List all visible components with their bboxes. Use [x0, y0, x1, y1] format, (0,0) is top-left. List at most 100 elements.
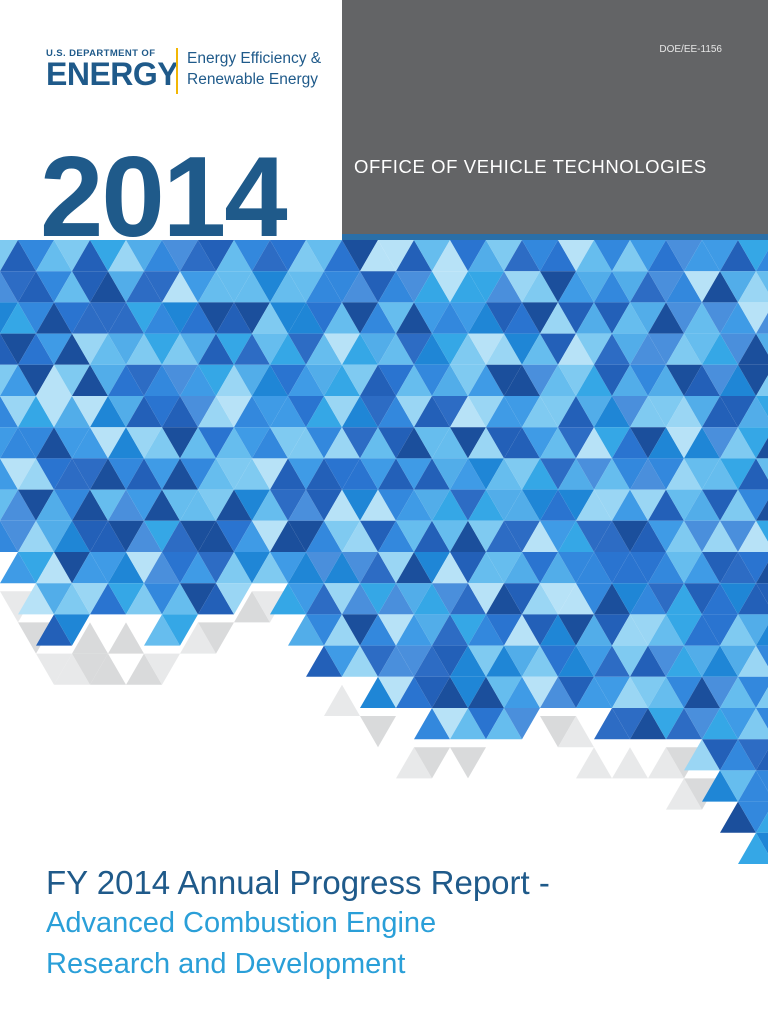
mosaic-triangle [756, 583, 768, 604]
mosaic-triangle [702, 645, 738, 677]
mosaic-triangle [90, 653, 126, 685]
mosaic-triangle [450, 489, 486, 521]
mosaic-triangle [756, 832, 768, 854]
mosaic-triangle [756, 811, 768, 833]
mosaic-triangle [0, 364, 36, 396]
mosaic-triangle [738, 614, 768, 646]
mosaic-triangle [504, 552, 540, 584]
mosaic-triangle [576, 489, 612, 521]
mosaic-triangle [324, 552, 360, 584]
mosaic-triangle [90, 302, 126, 334]
mosaic-triangle [288, 240, 324, 272]
mosaic-triangle [288, 458, 324, 490]
mosaic-triangle [0, 458, 36, 490]
mosaic-triangle [486, 708, 522, 740]
mosaic-triangle [360, 271, 396, 303]
logo-divider [176, 48, 178, 94]
mosaic-triangle [684, 676, 720, 708]
mosaic-triangle [216, 552, 252, 584]
mosaic-triangle [0, 271, 36, 303]
mosaic-triangle [738, 583, 768, 615]
mosaic-triangle [468, 240, 504, 272]
mosaic-triangle [144, 489, 180, 521]
mosaic-triangle [18, 520, 54, 552]
mosaic-triangle [684, 645, 720, 677]
mosaic-triangle [522, 489, 558, 521]
mosaic-triangle [288, 520, 324, 552]
mosaic-triangle [306, 458, 342, 490]
mosaic-triangle [126, 583, 162, 615]
mosaic-triangle [234, 333, 270, 365]
mosaic-triangle [396, 458, 432, 490]
mosaic-triangle [522, 458, 558, 490]
mosaic-triangle [36, 240, 72, 272]
mosaic-triangle [252, 520, 288, 552]
mosaic-triangle [288, 333, 324, 365]
mosaic-triangle [576, 552, 612, 584]
mosaic-triangle [306, 552, 342, 584]
mosaic-triangle [324, 645, 360, 677]
mosaic-triangle [342, 489, 378, 521]
mosaic-triangle [666, 396, 702, 428]
mosaic-triangle [540, 676, 576, 708]
mosaic-triangle [648, 708, 684, 740]
mosaic-triangle [684, 240, 720, 272]
mosaic-triangle [576, 427, 612, 459]
mosaic-triangle [540, 271, 576, 303]
report-subtitle-line-2: Research and Development [46, 948, 406, 980]
mosaic-triangle [90, 552, 126, 584]
mosaic-triangle [648, 552, 684, 584]
mosaic-triangle [450, 333, 486, 365]
mosaic-triangle [630, 271, 666, 303]
mosaic-triangle [666, 552, 702, 584]
mosaic-triangle [180, 622, 216, 654]
mosaic-triangle [396, 676, 432, 708]
mosaic-triangle [558, 458, 594, 490]
triangle-mosaic-graphic [0, 240, 768, 864]
mosaic-triangle [72, 364, 108, 396]
mosaic-triangle [504, 427, 540, 459]
mosaic-triangle [576, 583, 612, 615]
mosaic-triangle [522, 614, 558, 646]
mosaic-triangle [540, 364, 576, 396]
mosaic-triangle [468, 552, 504, 584]
mosaic-triangle [648, 240, 684, 272]
mosaic-triangle [108, 458, 144, 490]
mosaic-triangle [414, 747, 450, 779]
mosaic-triangle [612, 240, 648, 272]
mosaic-triangle [378, 364, 414, 396]
mosaic-triangle [432, 614, 468, 646]
mosaic-triangle [234, 520, 270, 552]
mosaic-triangle [306, 240, 342, 272]
mosaic-triangle [90, 364, 126, 396]
mosaic-triangle [342, 552, 378, 584]
mosaic-triangle [288, 489, 324, 521]
header-stripe [342, 234, 768, 240]
mosaic-triangle [0, 333, 36, 365]
mosaic-triangle [18, 396, 54, 428]
mosaic-triangle [360, 364, 396, 396]
mosaic-triangle [432, 708, 468, 740]
mosaic-triangle [702, 614, 738, 646]
mosaic-triangle [720, 739, 756, 771]
mosaic-triangle [342, 333, 378, 365]
mosaic-triangle [306, 271, 342, 303]
mosaic-triangle [594, 489, 630, 521]
mosaic-triangle [432, 458, 468, 490]
mosaic-triangle [360, 614, 396, 646]
mosaic-triangle [540, 489, 576, 521]
mosaic-triangle [450, 583, 486, 615]
mosaic-triangle [468, 489, 504, 521]
mosaic-triangle [108, 427, 144, 459]
mosaic-triangle [342, 364, 378, 396]
mosaic-triangle [576, 614, 612, 646]
mosaic-triangle [558, 302, 594, 334]
mosaic-triangle [180, 583, 216, 615]
mosaic-triangle [216, 427, 252, 459]
mosaic-triangle [360, 676, 396, 708]
mosaic-triangle [72, 520, 108, 552]
mosaic-triangle [630, 396, 666, 428]
mosaic-triangle [108, 333, 144, 365]
mosaic-triangle [90, 396, 126, 428]
mosaic-triangle [486, 333, 522, 365]
